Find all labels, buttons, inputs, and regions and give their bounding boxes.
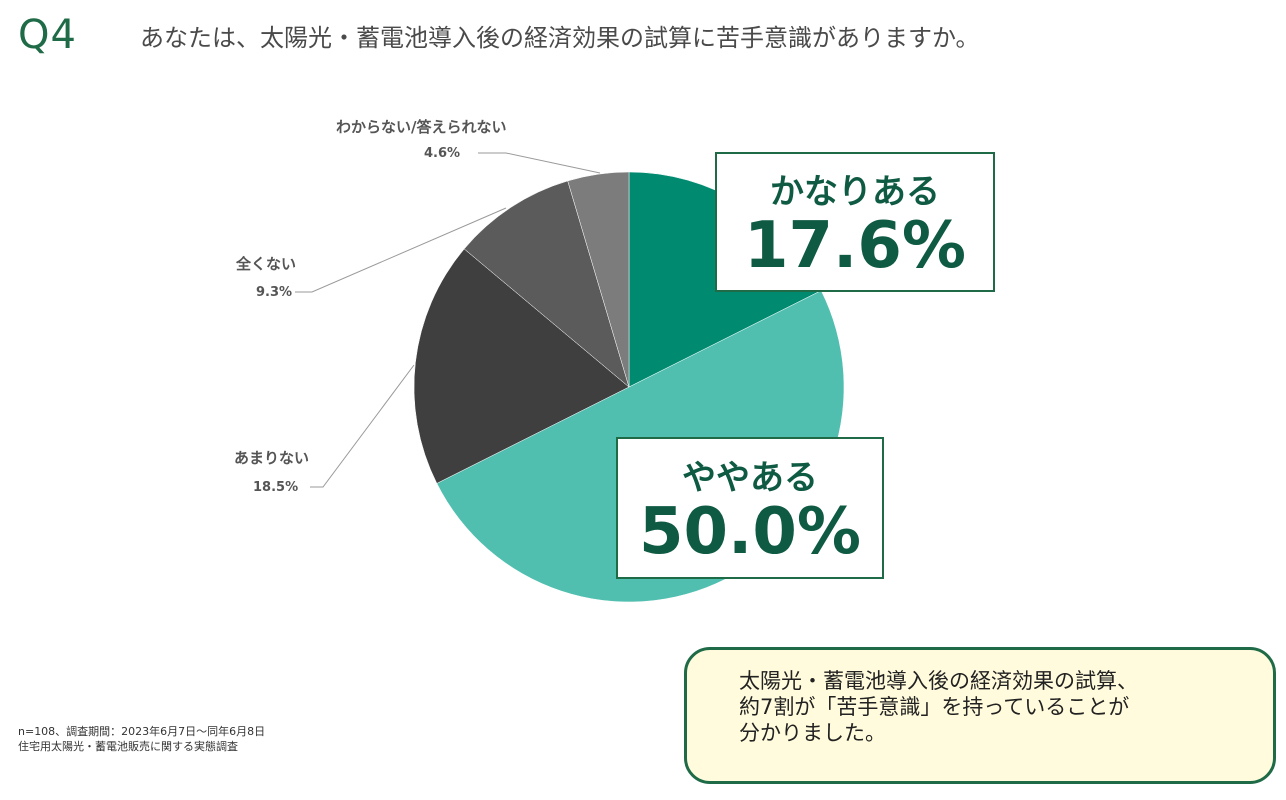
leader-line-2: [478, 152, 601, 174]
question-number: Q4: [18, 12, 77, 58]
summary-line-1: 太陽光・蓄電池導入後の経済効果の試算、: [739, 669, 1138, 693]
slice-label-3: 全くない: [236, 255, 297, 273]
slice-label-4: わからない/答えられない: [336, 118, 507, 136]
slice-value-0: 17.6%: [743, 208, 967, 283]
callout-slice-0: かなりある 17.6%: [715, 152, 995, 292]
callout-slice-1: ややある 50.0%: [616, 437, 884, 579]
slice-value-4: 4.6%: [424, 146, 461, 161]
slice-label-1: ややある: [682, 457, 818, 498]
slice-value-3: 9.3%: [256, 285, 293, 300]
question-text: あなたは、太陽光・蓄電池導入後の経済効果の試算に苦手意識がありますか。: [140, 24, 980, 52]
slice-label-0: かなりある: [770, 171, 940, 212]
slice-label-2: あまりない: [234, 449, 310, 467]
summary-line-3: 分かりました。: [739, 721, 886, 745]
pie-slice-4: [567, 171, 630, 388]
summary-line-2: 約7割が「苦手意識」を持っていることが: [739, 695, 1130, 719]
footnote-line-2: 住宅用太陽光・蓄電池販売に関する実態調査: [18, 740, 238, 753]
slice-value-1: 50.0%: [638, 494, 862, 569]
pie-slice-2: [413, 248, 630, 484]
summary-box: 太陽光・蓄電池導入後の経済効果の試算、 約7割が「苦手意識」を持っていることが …: [684, 647, 1276, 784]
footnote-line-1: n=108、調査期間：2023年6月7日～同年6月8日: [18, 725, 266, 738]
slice-value-2: 18.5%: [253, 480, 299, 495]
footnote: n=108、調査期間：2023年6月7日～同年6月8日 住宅用太陽光・蓄電池販売…: [18, 724, 265, 754]
pie-slice-3: [463, 180, 630, 388]
leader-line-0: [310, 364, 415, 488]
leader-line-1: [295, 207, 507, 293]
